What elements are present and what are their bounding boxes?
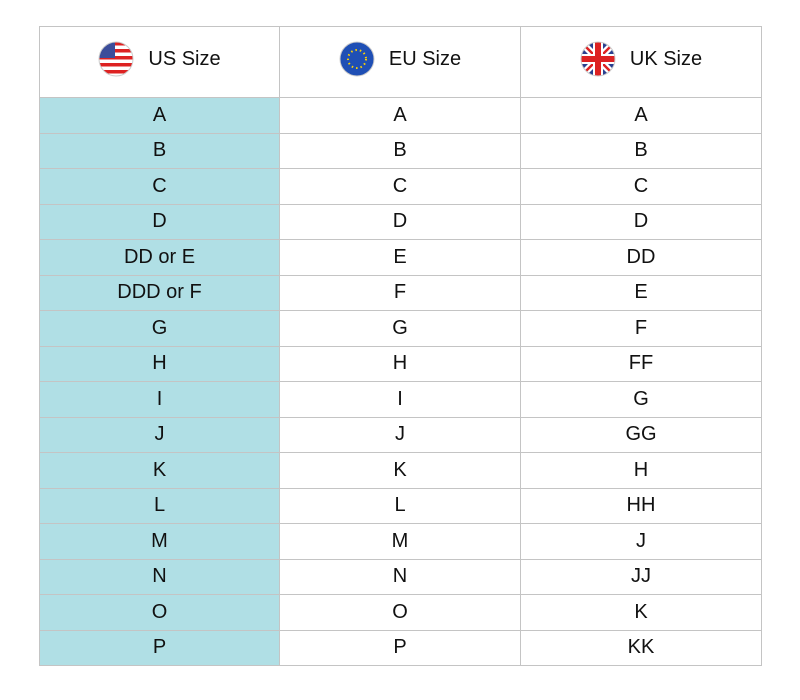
- table-cell: DD or E: [39, 239, 280, 276]
- table-cell: D: [279, 203, 521, 240]
- table-cell: H: [39, 345, 280, 382]
- table-cell: C: [279, 168, 521, 205]
- table-cell: N: [279, 558, 521, 595]
- header-row: US Size EU Size: [39, 26, 762, 98]
- table-cell: K: [39, 452, 280, 489]
- size-table: US Size EU Size: [39, 26, 762, 666]
- table-cell: JJ: [520, 558, 762, 595]
- table-cell: F: [520, 310, 762, 347]
- table-cell: L: [279, 487, 521, 524]
- table-cell: J: [39, 416, 280, 453]
- table-cell: G: [39, 310, 280, 347]
- table-cell: DDD or F: [39, 274, 280, 311]
- table-row: J J GG: [39, 416, 762, 453]
- table-cell: E: [279, 239, 521, 276]
- table-row: H H FF: [39, 345, 762, 382]
- table-cell: FF: [520, 345, 762, 382]
- header-cell: US Size: [39, 26, 280, 98]
- header-text: US Size: [148, 47, 221, 70]
- table-cell: I: [39, 381, 280, 418]
- table-cell: P: [39, 629, 280, 666]
- table-cell: C: [39, 168, 280, 205]
- uk-flag-icon: [580, 41, 616, 77]
- table-cell: B: [279, 132, 521, 169]
- table-cell: KK: [520, 629, 762, 666]
- table-cell: HH: [520, 487, 762, 524]
- table-cell: D: [39, 203, 280, 240]
- table-cell: H: [520, 452, 762, 489]
- table-cell: M: [279, 523, 521, 560]
- table-cell: L: [39, 487, 280, 524]
- table-cell: O: [39, 594, 280, 631]
- header-text: EU Size: [388, 47, 462, 70]
- table-cell: I: [279, 381, 521, 418]
- us-flag-icon: [98, 41, 134, 77]
- table-cell: O: [279, 594, 521, 631]
- table-cell: M: [39, 523, 280, 560]
- table-cell: DD: [520, 239, 762, 276]
- table-cell: N: [39, 558, 280, 595]
- table-cell: G: [520, 381, 762, 418]
- table-cell: F: [279, 274, 521, 311]
- table-cell: P: [279, 629, 521, 666]
- header-cell: UK Size: [520, 26, 762, 98]
- table-cell: A: [520, 97, 762, 134]
- table-cell: K: [279, 452, 521, 489]
- header-text: UK Size: [629, 47, 703, 70]
- eu-flag-icon: [339, 41, 375, 77]
- table-cell: E: [520, 274, 762, 311]
- table-cell: A: [39, 97, 280, 134]
- table-cell: B: [39, 132, 280, 169]
- table-cell: H: [279, 345, 521, 382]
- table-cell: G: [279, 310, 521, 347]
- table-cell: C: [520, 168, 762, 205]
- table-row: L L HH: [39, 487, 762, 524]
- table-cell: GG: [520, 416, 762, 453]
- table-row: P P KK: [39, 629, 762, 666]
- table-cell: D: [520, 203, 762, 240]
- table-row: DD or E E DD: [39, 239, 762, 276]
- table-cell: B: [520, 132, 762, 169]
- table-cell: J: [520, 523, 762, 560]
- table-cell: K: [520, 594, 762, 631]
- table-row: N N JJ: [39, 558, 762, 595]
- table-cell: J: [279, 416, 521, 453]
- table-body: A A A B B B C C C D D D DD or E E DD DDD or F F E G G F H H FF I…: [39, 97, 762, 666]
- table-cell: A: [279, 97, 521, 134]
- header-cell: EU Size: [279, 26, 521, 98]
